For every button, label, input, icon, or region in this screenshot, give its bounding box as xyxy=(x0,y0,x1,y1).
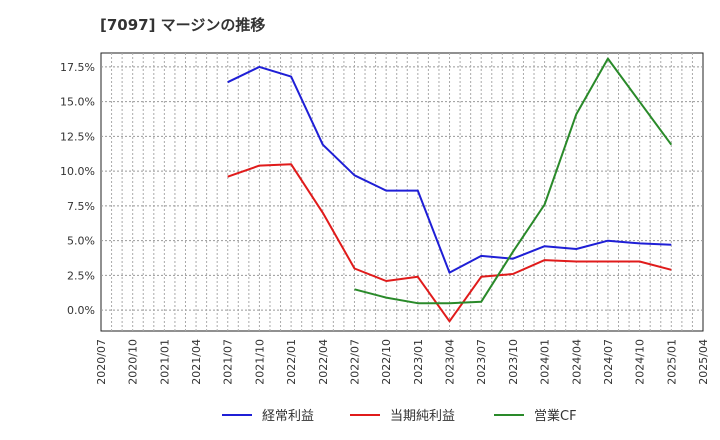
y-tick-label: 15.0% xyxy=(60,96,95,109)
y-tick-label: 7.5% xyxy=(67,200,95,213)
plot-area xyxy=(100,52,704,332)
series-line-1 xyxy=(227,65,672,274)
series-line-3 xyxy=(354,57,673,305)
x-tick-label: 2024/10 xyxy=(634,339,647,385)
legend-label: 当期純利益 xyxy=(390,409,455,424)
y-tick-label: 2.5% xyxy=(67,269,95,282)
x-tick-label: 2022/10 xyxy=(380,339,393,385)
y-tick-label: 12.5% xyxy=(60,130,95,143)
x-tick-label: 2022/01 xyxy=(285,339,298,385)
series-group xyxy=(227,57,673,323)
legend-label: 経常利益 xyxy=(262,409,314,424)
y-tick-label: 0.0% xyxy=(67,304,95,317)
x-tick-label: 2023/10 xyxy=(507,339,520,385)
x-tick-label: 2021/10 xyxy=(253,339,266,385)
x-tick-label: 2023/04 xyxy=(444,339,457,385)
x-tick-label: 2025/01 xyxy=(665,339,678,385)
series-line-2 xyxy=(227,163,672,323)
grid-lines xyxy=(101,53,703,331)
x-tick-label: 2023/07 xyxy=(475,339,488,385)
x-tick-label: 2025/04 xyxy=(697,339,710,385)
x-tick-label: 2022/04 xyxy=(317,339,330,385)
x-tick-label: 2024/04 xyxy=(570,339,583,385)
legend-label: 営業CF xyxy=(534,408,577,424)
x-axis: 2020/07 2020/10 2021/01 2021/04 2021/07 2021/… xyxy=(95,339,710,385)
x-tick-label: 2023/01 xyxy=(412,339,425,385)
y-tick-label: 10.0% xyxy=(60,165,95,178)
x-tick-label: 2021/07 xyxy=(222,339,235,385)
y-tick-label: 17.5% xyxy=(60,61,95,74)
x-tick-label: 2024/01 xyxy=(539,339,552,385)
chart-title: [7097] マージンの推移 xyxy=(100,16,266,34)
x-tick-label: 2020/10 xyxy=(127,339,140,385)
legend: 経常利益 当期純利益 営業CF xyxy=(222,408,577,424)
x-tick-label: 2021/04 xyxy=(190,339,203,385)
y-tick-label: 5.0% xyxy=(67,235,95,248)
x-tick-label: 2020/07 xyxy=(95,339,108,385)
x-tick-label: 2022/07 xyxy=(348,339,361,385)
x-tick-label: 2021/01 xyxy=(158,339,171,385)
x-tick-label: 2024/07 xyxy=(602,339,615,385)
y-axis: 17.5% 15.0% 12.5% 10.0% 7.5% 5.0% 2.5% 0.0% xyxy=(60,61,95,317)
